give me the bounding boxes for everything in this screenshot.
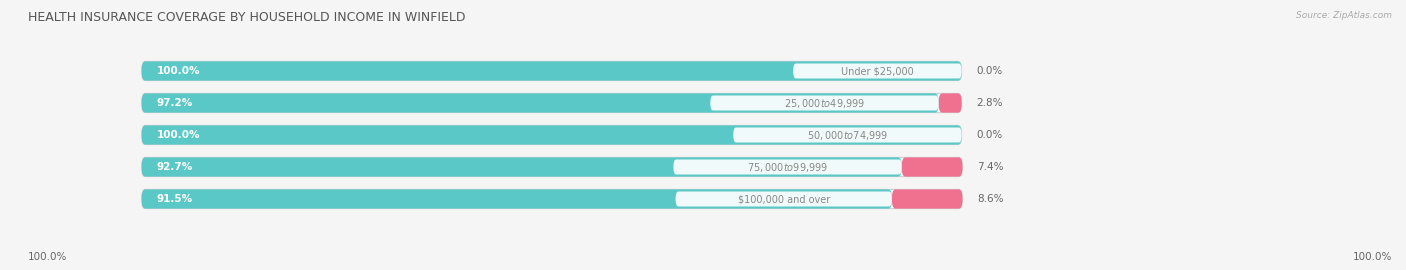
Text: 2.8%: 2.8% [977,98,1004,108]
FancyBboxPatch shape [675,191,891,207]
Text: 100.0%: 100.0% [157,130,200,140]
Text: 8.6%: 8.6% [977,194,1004,204]
FancyBboxPatch shape [142,61,962,81]
Text: 0.0%: 0.0% [977,130,1002,140]
FancyBboxPatch shape [142,157,901,177]
Text: $75,000 to $99,999: $75,000 to $99,999 [747,160,828,174]
Text: 92.7%: 92.7% [157,162,193,172]
Text: Source: ZipAtlas.com: Source: ZipAtlas.com [1296,11,1392,20]
Text: $25,000 to $49,999: $25,000 to $49,999 [785,96,865,110]
Text: $50,000 to $74,999: $50,000 to $74,999 [807,129,889,141]
FancyBboxPatch shape [891,189,963,209]
FancyBboxPatch shape [939,93,962,113]
FancyBboxPatch shape [710,96,939,110]
FancyBboxPatch shape [142,93,939,113]
FancyBboxPatch shape [142,189,891,209]
FancyBboxPatch shape [142,125,962,145]
FancyBboxPatch shape [142,189,963,209]
FancyBboxPatch shape [142,93,962,113]
FancyBboxPatch shape [142,125,962,145]
Text: HEALTH INSURANCE COVERAGE BY HOUSEHOLD INCOME IN WINFIELD: HEALTH INSURANCE COVERAGE BY HOUSEHOLD I… [28,11,465,24]
FancyBboxPatch shape [793,63,962,79]
FancyBboxPatch shape [142,157,963,177]
FancyBboxPatch shape [734,127,962,143]
Text: 0.0%: 0.0% [977,66,1002,76]
Text: 97.2%: 97.2% [157,98,193,108]
Text: 91.5%: 91.5% [157,194,193,204]
Text: 100.0%: 100.0% [28,252,67,262]
Text: 7.4%: 7.4% [977,162,1004,172]
Text: 100.0%: 100.0% [157,66,200,76]
Text: Under $25,000: Under $25,000 [841,66,914,76]
FancyBboxPatch shape [901,157,963,177]
Text: $100,000 and over: $100,000 and over [738,194,830,204]
FancyBboxPatch shape [142,61,962,81]
FancyBboxPatch shape [673,160,901,174]
Text: 100.0%: 100.0% [1353,252,1392,262]
